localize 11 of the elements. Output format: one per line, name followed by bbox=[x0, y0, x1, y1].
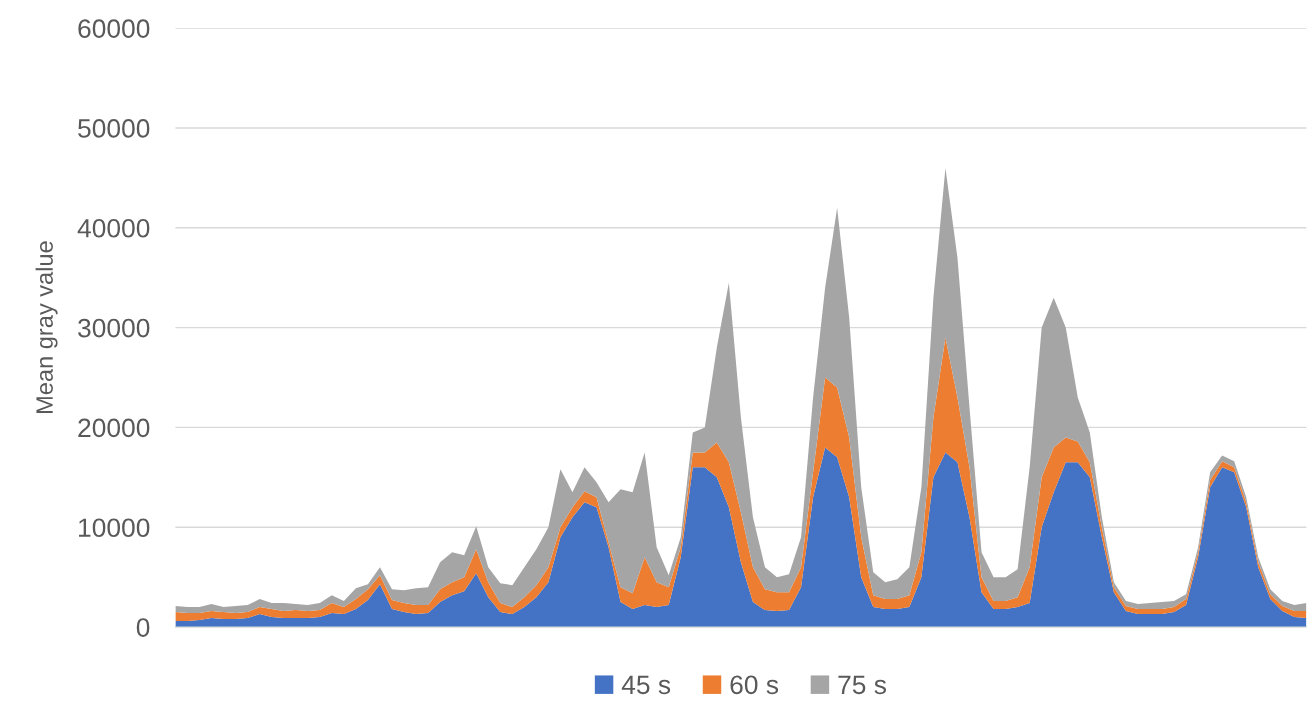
y-tick-label: 0 bbox=[136, 618, 150, 637]
legend-label: 60 s bbox=[730, 675, 779, 695]
legend-label: 45 s bbox=[621, 675, 671, 695]
y-axis-title: Mean gray value bbox=[35, 241, 58, 413]
y-tick-label: 20000 bbox=[78, 418, 150, 438]
y-tick-label: 10000 bbox=[79, 518, 150, 538]
y-tick-label: 60000 bbox=[78, 19, 150, 38]
y-tick-label: 50000 bbox=[78, 119, 150, 138]
y-tick-label: 30000 bbox=[78, 318, 150, 338]
y-tick-label: 40000 bbox=[77, 218, 150, 238]
legend-label: 75 s bbox=[838, 675, 887, 695]
